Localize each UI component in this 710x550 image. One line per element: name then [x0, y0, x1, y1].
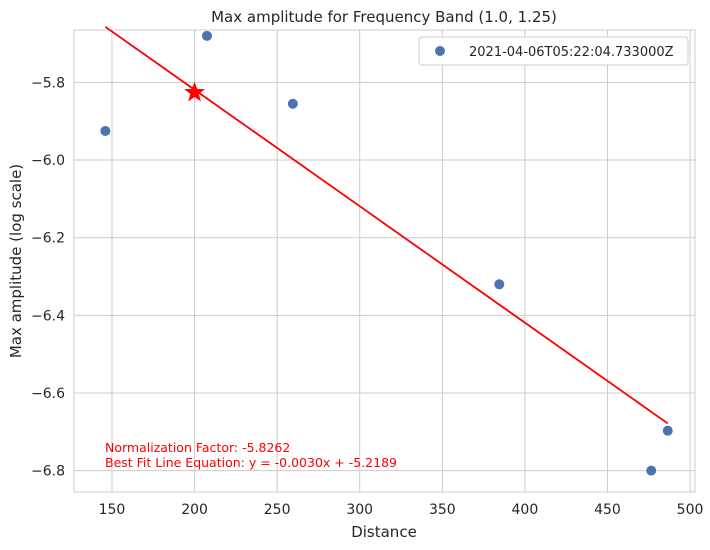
x-tick-label: 450 [594, 502, 621, 518]
normalization-factor-annotation: Normalization Factor: -5.8262 [105, 440, 290, 455]
normalization-star-marker [184, 81, 206, 102]
legend-marker [435, 46, 445, 56]
legend-label: 2021-04-06T05:22:04.733000Z [469, 45, 674, 60]
y-tick-label: −6.6 [31, 386, 65, 402]
legend-box [418, 36, 689, 66]
x-axis: 150 200 250 300 350 400 450 500 [99, 502, 704, 518]
y-axis: −5.8 −6.0 −6.2 −6.4 −6.6 −6.8 [31, 75, 65, 479]
reference-star-group [184, 81, 206, 102]
x-tick-label: 400 [512, 502, 539, 518]
x-tick-label: 250 [264, 502, 291, 518]
data-point [494, 279, 505, 290]
chart-title: Max amplitude for Frequency Band (1.0, 1… [211, 8, 557, 26]
y-axis-title: Max amplitude (log scale) [7, 164, 25, 358]
y-tick-label: −5.8 [31, 75, 65, 91]
data-point [662, 425, 673, 436]
data-point [100, 125, 111, 136]
x-tick-label: 150 [99, 502, 126, 518]
y-tick-label: −6.4 [31, 308, 65, 324]
y-tick-label: −6.8 [31, 464, 65, 480]
fit-equation-annotation: Best Fit Line Equation: y = -0.0030x + -… [105, 455, 397, 470]
grid [74, 30, 695, 492]
x-tick-label: 200 [181, 502, 208, 518]
y-tick-label: −6.0 [31, 153, 65, 169]
data-point [646, 465, 657, 476]
data-point [201, 30, 212, 41]
data-point [287, 98, 298, 109]
x-tick-label: 500 [677, 502, 704, 518]
data-points [100, 30, 673, 476]
x-axis-title: Distance [351, 523, 417, 541]
plot-area [73, 29, 696, 493]
legend: 2021-04-06T05:22:04.733000Z [418, 36, 689, 66]
x-tick-label: 350 [429, 502, 456, 518]
x-tick-label: 300 [346, 502, 373, 518]
y-tick-label: −6.2 [31, 231, 65, 247]
